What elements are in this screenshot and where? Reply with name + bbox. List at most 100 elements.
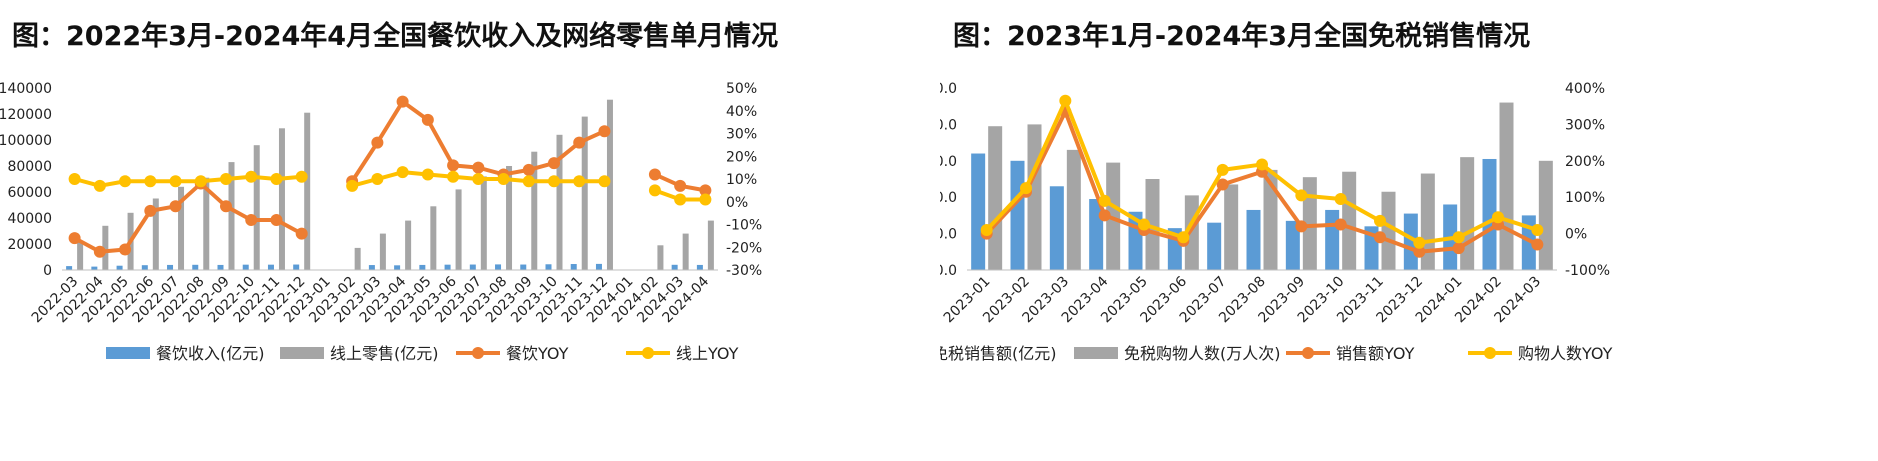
right-chart-title: 图：2023年1月-2024年3月全国免税销售情况 <box>953 21 1531 52</box>
y-tick-label: 100000 <box>0 133 52 149</box>
y-tick-label: 40000 <box>7 211 52 227</box>
legend-label: 销售额YOY <box>1336 344 1415 363</box>
line-point-1 <box>1374 231 1386 244</box>
bar-1 <box>495 264 502 270</box>
bar-2 <box>455 189 462 270</box>
left-chart-title: 图：2022年3月-2024年4月全国餐饮收入及网络零售单月情况 <box>12 21 779 52</box>
legend-label: 免税销售额(亿元) <box>940 344 1057 363</box>
bar-2 <box>102 225 109 270</box>
line-point-2 <box>548 175 560 188</box>
bar-2 <box>1224 184 1239 270</box>
legend-label: 免税购物人数(万人次) <box>1124 344 1281 363</box>
bar-1 <box>419 264 426 270</box>
line-point-2 <box>980 223 993 236</box>
line-point-2 <box>1452 231 1465 244</box>
bar-2 <box>253 145 260 270</box>
bar-2 <box>1499 102 1514 270</box>
line-point-1 <box>472 161 485 174</box>
y2-tick-label: 0% <box>1565 227 1587 243</box>
line-point-1 <box>573 136 586 149</box>
y2-tick-label: -30% <box>726 263 762 279</box>
bar-1 <box>192 264 199 270</box>
bar-2 <box>606 99 613 270</box>
right-chart-plot-group: 0.0 20.0 40.0 60.0 80.0 100.0 -100% 0% 100% 200% 3… <box>882 81 1613 363</box>
bar-1 <box>91 266 98 270</box>
bar-2 <box>405 220 412 270</box>
bar-2 <box>988 126 1003 270</box>
line-point-1 <box>144 204 157 217</box>
series-line-1 <box>73 181 303 254</box>
bar-1 <box>595 263 602 270</box>
line-point-2 <box>144 175 157 188</box>
series-line-2 <box>74 174 302 188</box>
bar-2 <box>531 151 538 270</box>
line-point-2 <box>573 175 586 188</box>
line-point-1 <box>68 232 81 245</box>
bar-2 <box>1106 162 1121 270</box>
line-point-1 <box>1452 242 1465 255</box>
line-point-2 <box>648 184 661 197</box>
line-point-2 <box>119 175 132 188</box>
line-point-1 <box>598 125 611 138</box>
legend-swatch <box>280 347 324 359</box>
line-point-1 <box>396 95 409 108</box>
bar-1 <box>1482 158 1497 270</box>
legend-swatch-marker <box>642 347 654 359</box>
bar-2 <box>657 245 664 270</box>
line-point-1 <box>371 136 384 149</box>
line-point-2 <box>220 173 232 185</box>
y2-tick-label: 200% <box>1565 154 1605 170</box>
bar-2 <box>1381 191 1396 270</box>
bar-1 <box>1049 186 1064 270</box>
y2-tick-label: 10% <box>726 172 757 188</box>
line-point-1 <box>1334 218 1347 231</box>
right-chart-svg: 0.0 20.0 40.0 60.0 80.0 100.0 -100% 0% 100% 200% 3… <box>882 81 1613 363</box>
bar-1 <box>167 264 174 270</box>
bar-2 <box>506 166 513 270</box>
y2-tick-label: -100% <box>1565 263 1610 279</box>
line-point-1 <box>648 168 661 181</box>
line-point-2 <box>1020 182 1032 195</box>
bar-2 <box>1263 169 1278 270</box>
line-point-1 <box>1413 245 1426 258</box>
line-point-1 <box>522 163 535 176</box>
line-point-2 <box>472 173 485 185</box>
bar-1 <box>570 264 577 270</box>
bar-1 <box>1246 209 1261 270</box>
bar-1 <box>971 153 986 270</box>
legend-swatch-marker <box>1302 347 1314 359</box>
line-point-1 <box>295 227 308 240</box>
bar-2 <box>228 162 235 270</box>
left-chart-svg: 0 20000 40000 60000 80000 100000 120000 140000 -… <box>0 81 762 363</box>
bar-1 <box>242 264 249 270</box>
bar-1 <box>1403 213 1418 270</box>
y2-tick-label: -20% <box>726 240 762 256</box>
bar-1 <box>545 264 552 270</box>
bar-1 <box>696 264 703 270</box>
line-point-1 <box>1098 209 1111 222</box>
y-tick-label: 140000 <box>0 81 52 97</box>
line-point-1 <box>220 200 232 213</box>
y2-tick-label: 300% <box>1565 117 1605 133</box>
line-point-2 <box>396 166 409 179</box>
y-tick-label: 80.0 <box>940 117 957 133</box>
bar-2 <box>1538 160 1553 270</box>
bar-2 <box>1460 157 1475 270</box>
y-tick-label: 60000 <box>7 185 52 201</box>
bar-1 <box>1010 160 1025 270</box>
bar-1 <box>469 264 476 270</box>
line-point-2 <box>497 173 510 185</box>
line-point-2 <box>1098 194 1111 207</box>
bar-2 <box>152 198 159 270</box>
legend-swatch-marker <box>472 347 484 359</box>
bar-2 <box>77 241 84 270</box>
line-point-2 <box>1138 218 1150 231</box>
y2-tick-label: 50% <box>726 81 757 97</box>
legend-label: 线上YOY <box>676 344 739 363</box>
y2-tick-label: 30% <box>726 127 757 143</box>
line-point-2 <box>169 175 182 188</box>
line-point-2 <box>1413 236 1426 249</box>
bar-1 <box>267 264 274 270</box>
bar-2 <box>203 177 210 270</box>
legend-label: 餐饮收入(亿元) <box>156 344 265 363</box>
